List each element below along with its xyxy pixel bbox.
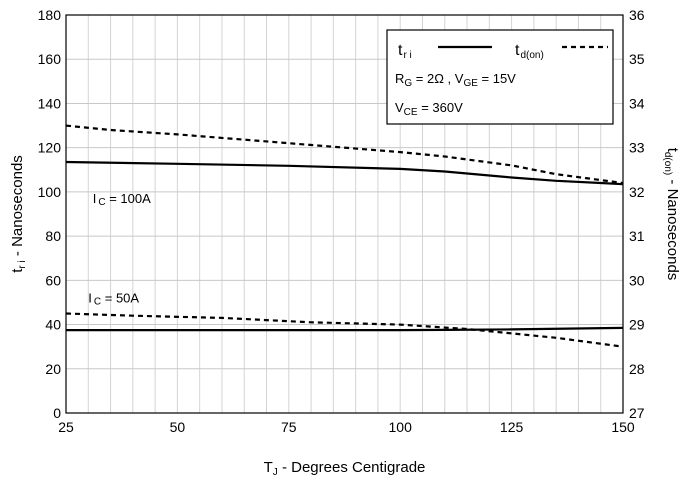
y-right-tick-label: 32 (629, 184, 645, 200)
annotation-ic-50a-main: I (88, 290, 92, 305)
y-left-tick-label: 0 (53, 405, 61, 421)
legend-tri-main: t (398, 42, 403, 59)
y-left-tick-label: 80 (45, 228, 61, 244)
annotation-ic-50a-sub: C (94, 296, 101, 307)
annotation-ic-50a-rest: = 50A (101, 290, 139, 305)
y-right-label-main: t (664, 148, 681, 153)
legend-rg-rest: = 2Ω , V (412, 71, 464, 86)
y-left-tick-label: 160 (38, 51, 62, 67)
x-tick-label: 150 (611, 419, 635, 435)
y-right-axis-label: td(on) - Nanoseconds (662, 148, 681, 281)
y-right-tick-label: 34 (629, 95, 645, 111)
plot-frame (65, 14, 624, 414)
legend-vge-rest: = 15V (478, 71, 516, 86)
legend-tri-label: tr i (398, 42, 412, 61)
y-left-tick-label: 180 (38, 7, 62, 23)
x-axis-label-main: T (264, 459, 273, 476)
legend-rg-sub: G (404, 78, 412, 89)
y-right-tick-label: 33 (629, 140, 645, 156)
grid (66, 15, 623, 413)
y-left-label-sub: r i (17, 260, 28, 268)
y-left-tick-label: 60 (45, 272, 61, 288)
series-line-2 (66, 326, 624, 332)
x-tick-label: 25 (58, 419, 74, 435)
legend-vge-sub: GE (463, 78, 478, 89)
y-left-tick-label: 140 (38, 95, 62, 111)
x-tick-label: 75 (281, 419, 297, 435)
legend-vce-main: V (395, 100, 404, 115)
legend-vce-rest: = 360V (418, 100, 464, 115)
x-axis-label-rest: - Degrees Centigrade (278, 459, 426, 476)
legend-tdon-label: td(on) (515, 42, 544, 61)
x-axis-label-sub: J (273, 467, 278, 478)
y-left-tick-label: 120 (38, 140, 62, 156)
annotation-ic-100a-main: I (93, 191, 97, 206)
y-right-tick-label: 27 (629, 405, 645, 421)
legend-tri-sub: r i (403, 50, 411, 61)
y-right-label-sub: d(on) (662, 152, 673, 175)
y-right-tick-label: 29 (629, 317, 645, 333)
y-right-tick-label: 30 (629, 272, 645, 288)
y-left-axis-label: tr i - Nanoseconds (9, 155, 28, 273)
series-group (65, 124, 624, 348)
x-tick-label: 50 (170, 419, 186, 435)
x-tick-label: 100 (389, 419, 413, 435)
series-line-1 (65, 124, 624, 185)
y-right-tick-label: 35 (629, 51, 645, 67)
series-line-3 (65, 312, 624, 348)
legend-conditions-rg-vge: RG = 2Ω , VGE = 15V (395, 71, 516, 89)
legend-box (386, 29, 614, 125)
y-left-label-main: t (9, 268, 26, 273)
y-left-label-rest: - Nanoseconds (9, 155, 26, 260)
legend: tr i td(on) RG = 2Ω , VGE = 15V VCE = 36… (386, 29, 614, 125)
annotation-ic-100a-rest: = 100A (106, 191, 152, 206)
y-right-label-rest: - Nanoseconds (664, 175, 681, 280)
y-left-tick-label: 100 (38, 184, 62, 200)
x-tick-label: 125 (500, 419, 524, 435)
legend-rg-main: R (395, 71, 404, 86)
series-line-0 (65, 160, 624, 186)
y-left-tick-label: 40 (45, 317, 61, 333)
y-right-tick-label: 28 (629, 361, 645, 377)
legend-tdon-sub: d(on) (520, 50, 543, 61)
legend-conditions-vce: VCE = 360V (395, 100, 463, 118)
legend-vce-sub: CE (404, 107, 418, 118)
y-right-tick-label: 36 (629, 7, 645, 23)
tick-labels: 25 50 75 100 125 150 0 20 40 60 80 100 120 140 160 180 2… (38, 7, 645, 435)
annotation-ic-100a-sub: C (98, 197, 105, 208)
y-left-tick-label: 20 (45, 361, 61, 377)
legend-tdon-main: t (515, 42, 520, 59)
x-axis-label: TJ - Degrees Centigrade (264, 459, 426, 478)
y-right-tick-label: 31 (629, 228, 645, 244)
